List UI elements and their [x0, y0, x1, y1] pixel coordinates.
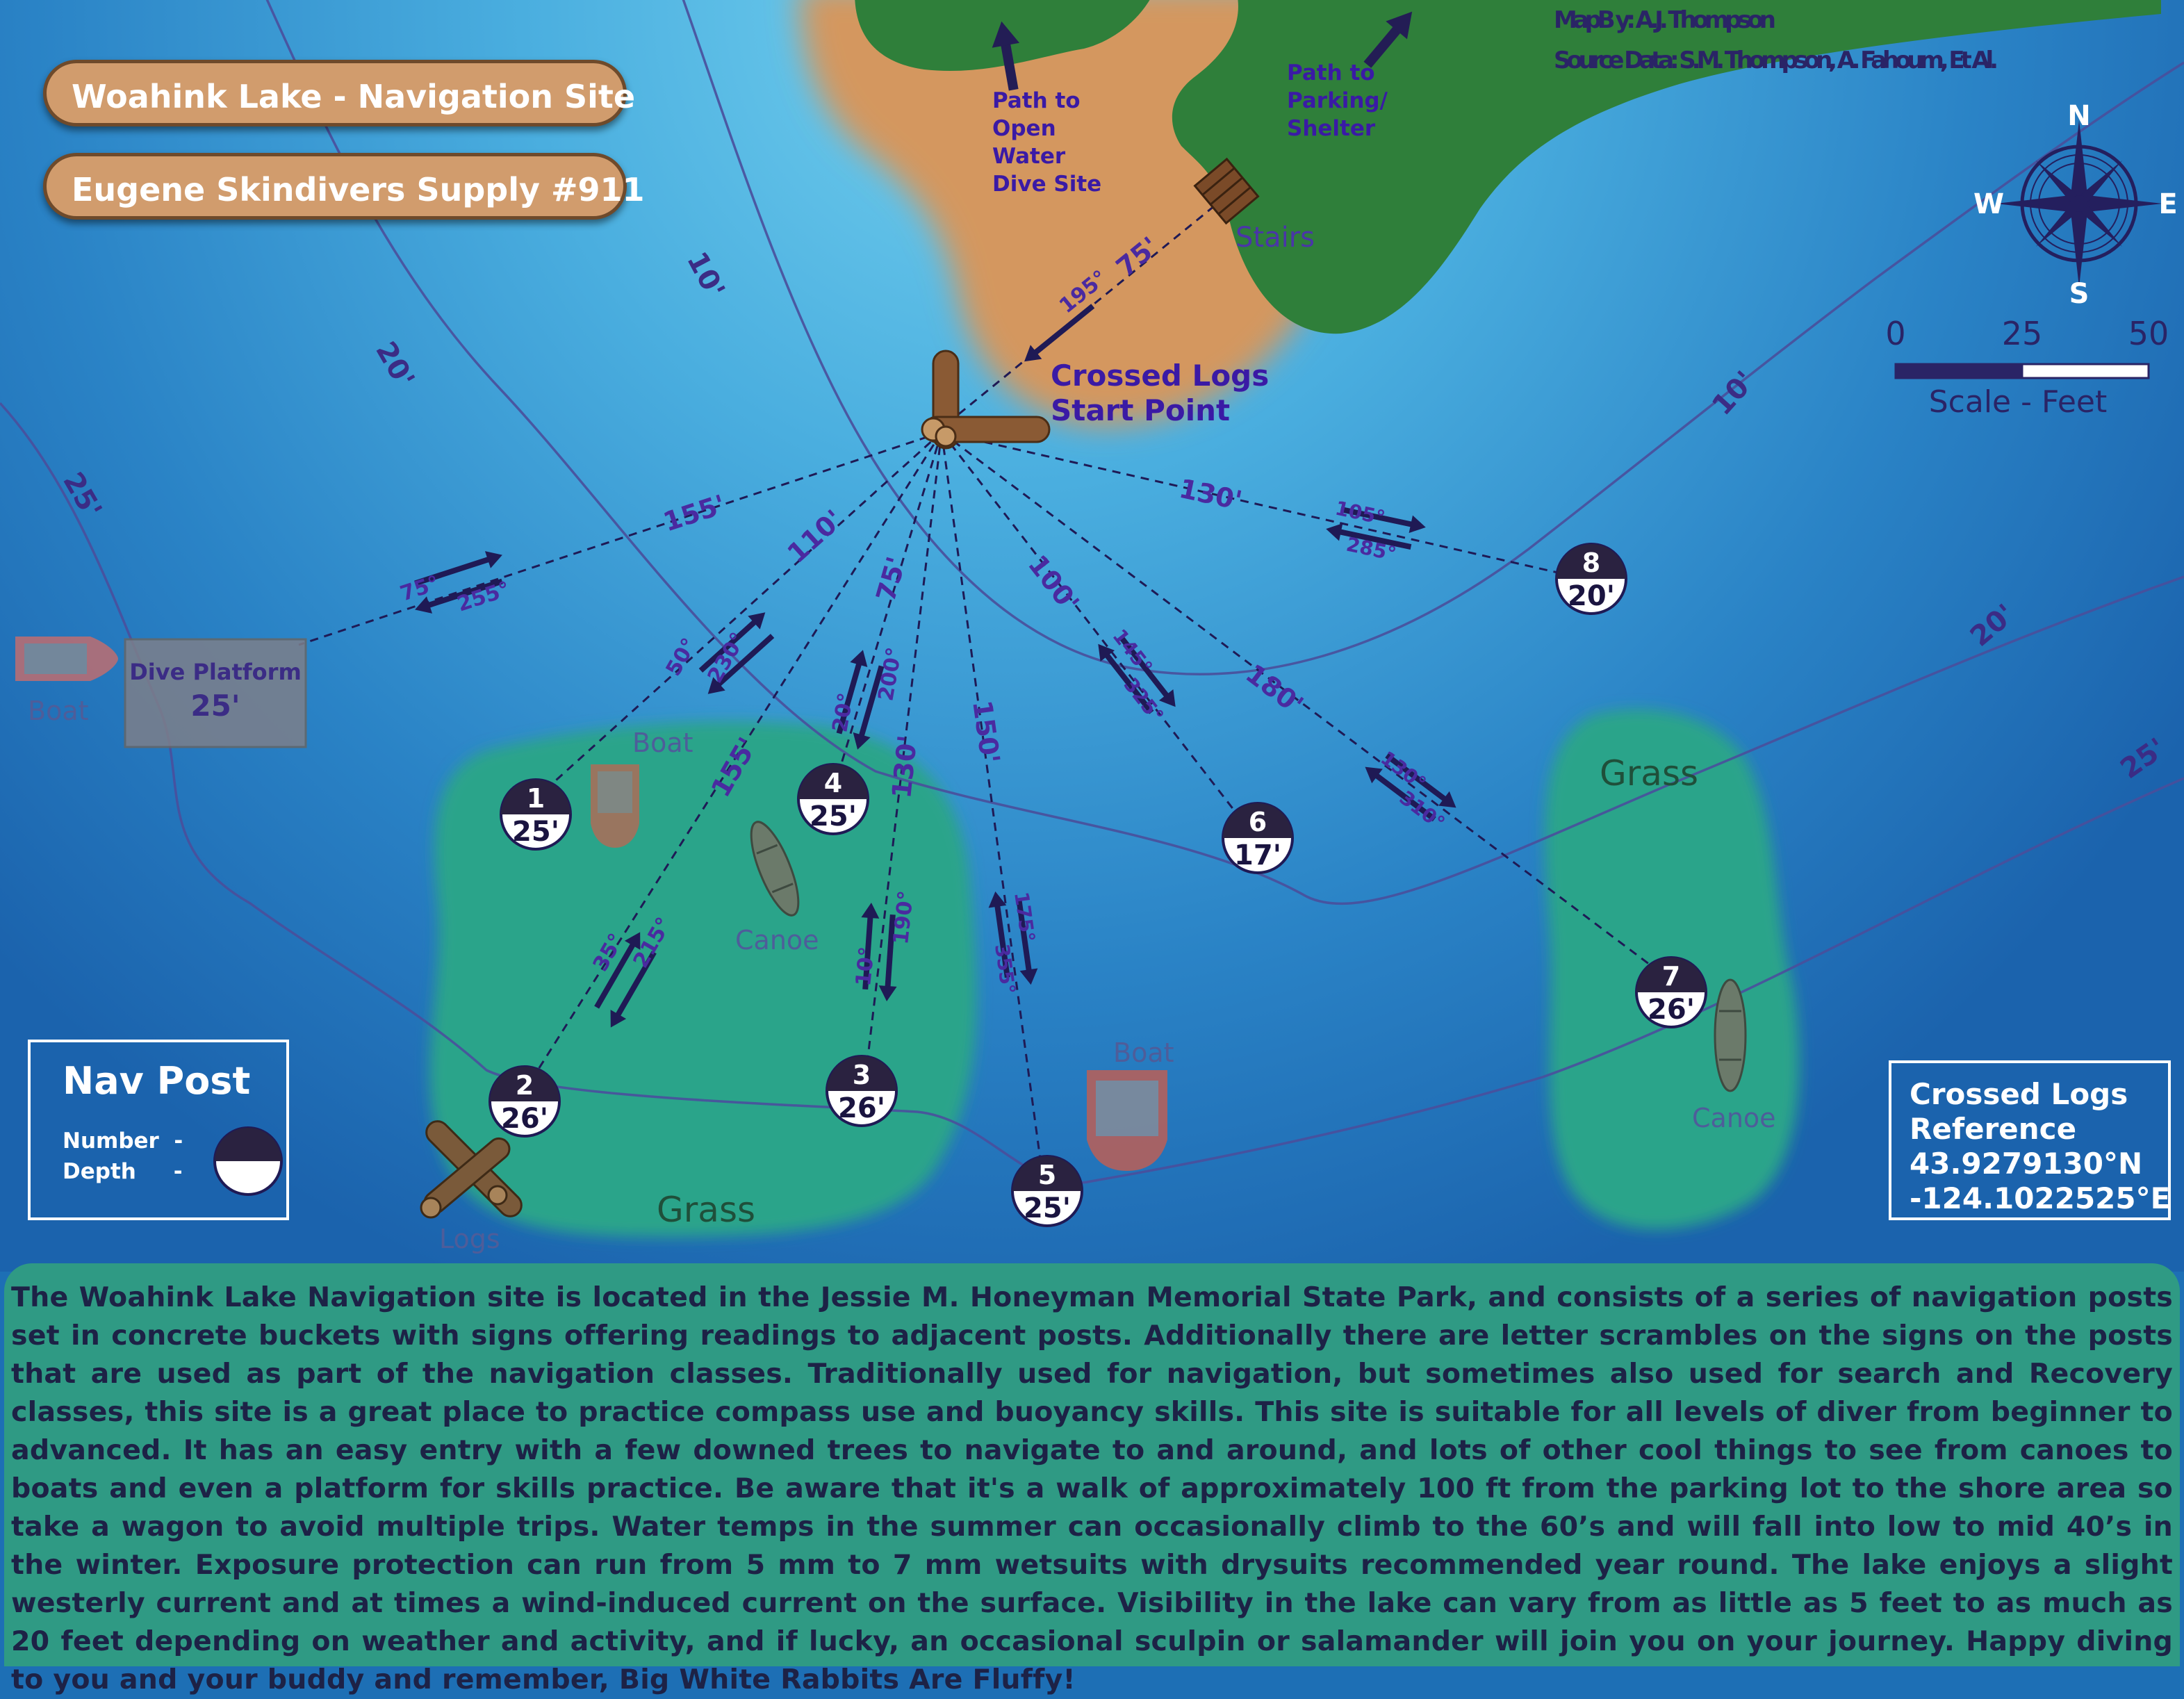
nav-post-6: 6 17' [1222, 802, 1294, 874]
svg-text:Crossed Logs: Crossed Logs [1051, 359, 1269, 393]
stairs-label: Stairs [1235, 222, 1315, 254]
legend-post-icon [213, 1126, 283, 1196]
canoe-east-label: Canoe [1692, 1103, 1776, 1133]
scale-bar: 0 25 50 Scale - Feet [1885, 315, 2169, 420]
map-credit: MapB y: A.J. Thompson [1554, 6, 1776, 34]
coordinate-reference: Crossed Logs Reference 43.9279130°N -124… [1889, 1060, 2171, 1220]
compass-rose-icon [1996, 120, 2162, 287]
p3p4-back: 190° [889, 889, 919, 946]
boat-south-label: Boat [1113, 1037, 1174, 1068]
nav-post-1: 1 25' [500, 778, 572, 851]
svg-text:Start Point: Start Point [1051, 393, 1230, 427]
nav-post-3: 3 26' [826, 1055, 898, 1127]
nav-post-legend: Nav Post Number - Depth - [28, 1040, 289, 1220]
reference-line2: Reference [1910, 1112, 2077, 1146]
grass-west-label: Grass [657, 1190, 755, 1230]
svg-text:26': 26' [838, 1092, 885, 1124]
open-water-line1: Path to [992, 88, 1081, 113]
path-arrows [992, 11, 1413, 91]
platform-title: Dive Platform [129, 659, 302, 685]
source-credit: Source Data: S.M. Thompson, A. Fahoum, E… [1554, 47, 1998, 74]
shop-title: Eugene Skindivers Supply #911 [72, 171, 645, 208]
depth-contours [0, 0, 2184, 1184]
reference-line1: Crossed Logs [1910, 1077, 2128, 1111]
parking-line3: Shelter [1287, 116, 1376, 141]
svg-text:26': 26' [501, 1103, 548, 1135]
svg-text:25': 25' [810, 801, 857, 832]
boat-west-icon [15, 637, 118, 681]
open-water-arrow-icon [992, 21, 1020, 91]
compass-s: S [2069, 278, 2089, 310]
nav-post-7: 7 26' [1635, 956, 1707, 1028]
canoe-east-icon [1714, 978, 1747, 1092]
forest-land [855, 0, 2161, 334]
svg-text:2: 2 [516, 1070, 534, 1101]
svg-text:25': 25' [512, 816, 559, 848]
boat-north-label: Boat [632, 728, 693, 758]
svg-text:4: 4 [824, 768, 842, 798]
nav-post-8: 8 20' [1555, 543, 1627, 615]
parking-line1: Path to [1287, 60, 1375, 85]
site-description: The Woahink Lake Navigation site is loca… [4, 1263, 2180, 1696]
svg-text:6: 6 [1249, 807, 1267, 837]
svg-text:26': 26' [1648, 994, 1695, 1026]
p3p4-out: 10° [851, 946, 880, 987]
legend-title: Nav Post [63, 1059, 251, 1103]
nav-post-4: 4 25' [797, 763, 869, 835]
credits: MapB y: A.J. Thompson Source Data: S.M. … [1554, 6, 1998, 74]
svg-text:3: 3 [853, 1060, 871, 1090]
scale-tick-50: 50 [2128, 315, 2169, 352]
compass-e: E [2158, 188, 2177, 220]
open-water-line4: Dive Site [992, 172, 1101, 197]
compass-n: N [2067, 100, 2090, 132]
svg-text:25': 25' [1024, 1192, 1071, 1224]
platform-depth: 25' [190, 689, 240, 723]
svg-text:1: 1 [527, 783, 545, 814]
boat-north-icon [591, 764, 639, 848]
canoe-west-label: Canoe [735, 925, 819, 955]
path-labels: Path to Open Water Dive Site Path to Par… [992, 60, 1388, 197]
map-canvas: 10' 20' 25' 10' 20' 25' 75' 195° 155' [0, 0, 2184, 1272]
svg-text:5: 5 [1038, 1160, 1056, 1190]
scale-tick-25: 25 [2002, 315, 2043, 352]
downed-logs-icon [420, 1120, 523, 1219]
site-title-pill: Woahink Lake - Navigation Site [43, 60, 635, 126]
crossed-logs-start-icon [921, 350, 1051, 450]
reference-lat: 43.9279130°N [1910, 1147, 2143, 1181]
open-water-line3: Water [992, 144, 1066, 169]
open-water-line2: Open [992, 116, 1056, 141]
route-lines [298, 186, 1675, 1175]
svg-text:20': 20' [1568, 580, 1615, 612]
compass-w: W [1973, 188, 2004, 220]
legend-number: Number - [63, 1128, 183, 1154]
canoe-west-icon [750, 821, 800, 917]
svg-text:8: 8 [1582, 548, 1600, 578]
p3-distance: 130' [886, 734, 923, 800]
grass-east-label: Grass [1600, 753, 1698, 794]
parking-arrow-icon [1363, 11, 1413, 68]
compass-letters: N S W E [1973, 100, 2178, 310]
logs-label: Logs [439, 1224, 500, 1254]
boat-west-label: Boat [28, 696, 89, 726]
site-title: Woahink Lake - Navigation Site [72, 78, 636, 115]
svg-text:17': 17' [1234, 839, 1281, 871]
scale-tick-0: 0 [1885, 315, 1905, 352]
boat-south-icon [1087, 1070, 1167, 1171]
nav-post-5: 5 25' [1011, 1155, 1083, 1227]
bearing-arrows [414, 304, 1456, 1028]
svg-text:7: 7 [1662, 961, 1680, 992]
nav-post-2: 2 26' [488, 1065, 561, 1138]
scale-label: Scale - Feet [1929, 384, 2108, 420]
reference-lon: -124.1022525°E [1910, 1181, 2171, 1215]
parking-line2: Parking/ [1287, 88, 1388, 113]
dive-platform: Dive Platform 25' [124, 638, 307, 748]
start-point-label: Crossed Logs Start Point [1051, 359, 1269, 427]
shop-title-pill: Eugene Skindivers Supply #911 [43, 153, 645, 220]
nav-posts: 1 25' 2 26' 3 26' 4 25' 5 25' [488, 543, 1707, 1227]
stairs-icon [1193, 157, 1260, 225]
legend-depth: Depth - [63, 1159, 183, 1184]
